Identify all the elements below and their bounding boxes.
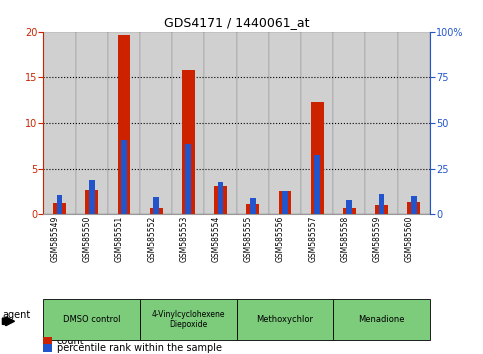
Bar [76,32,108,214]
Text: 4-Vinylcyclohexene
Diepoxide: 4-Vinylcyclohexene Diepoxide [152,310,225,329]
Text: GSM585554: GSM585554 [212,216,221,262]
Text: GSM585549: GSM585549 [51,216,59,262]
Bar [250,198,256,214]
Text: GSM585559: GSM585559 [372,216,382,262]
Bar [407,202,420,214]
Text: GSM585555: GSM585555 [244,216,253,262]
Text: GSM585556: GSM585556 [276,216,285,262]
Bar [172,32,204,214]
Bar [150,208,163,214]
Bar [279,192,291,214]
Text: DMSO control: DMSO control [63,315,121,324]
Bar [301,32,333,214]
Bar [411,196,417,214]
Bar [185,144,191,214]
Text: Menadione: Menadione [358,315,405,324]
Bar [269,32,301,214]
Bar [117,35,130,214]
Text: GSM585551: GSM585551 [115,216,124,262]
Bar [282,192,288,214]
Bar [204,32,237,214]
Bar [398,32,430,214]
Title: GDS4171 / 1440061_at: GDS4171 / 1440061_at [164,16,310,29]
Text: GSM585552: GSM585552 [147,216,156,262]
Bar [85,189,98,214]
Bar [346,200,352,214]
Bar [43,32,76,214]
Bar [182,70,195,214]
Bar [343,208,356,214]
Bar [237,32,269,214]
Bar [375,205,388,214]
Text: Methoxychlor: Methoxychlor [256,315,313,324]
Text: count: count [57,336,85,346]
Text: percentile rank within the sample: percentile rank within the sample [57,343,222,353]
Bar [108,32,140,214]
Bar [311,102,324,214]
Bar [246,204,259,214]
Bar [89,181,95,214]
Bar [140,32,172,214]
Bar [218,182,224,214]
Bar [333,32,366,214]
Text: GSM585557: GSM585557 [308,216,317,262]
Bar [153,197,159,214]
Bar [57,195,62,214]
Bar [53,203,66,214]
Bar [314,155,320,214]
Bar [379,194,384,214]
Text: GSM585553: GSM585553 [179,216,188,262]
Text: GSM585550: GSM585550 [83,216,92,262]
Bar [366,32,398,214]
Text: GSM585558: GSM585558 [341,216,349,262]
Text: GSM585560: GSM585560 [405,216,414,262]
Bar [214,186,227,214]
Text: agent: agent [2,310,30,320]
Bar [121,140,127,214]
